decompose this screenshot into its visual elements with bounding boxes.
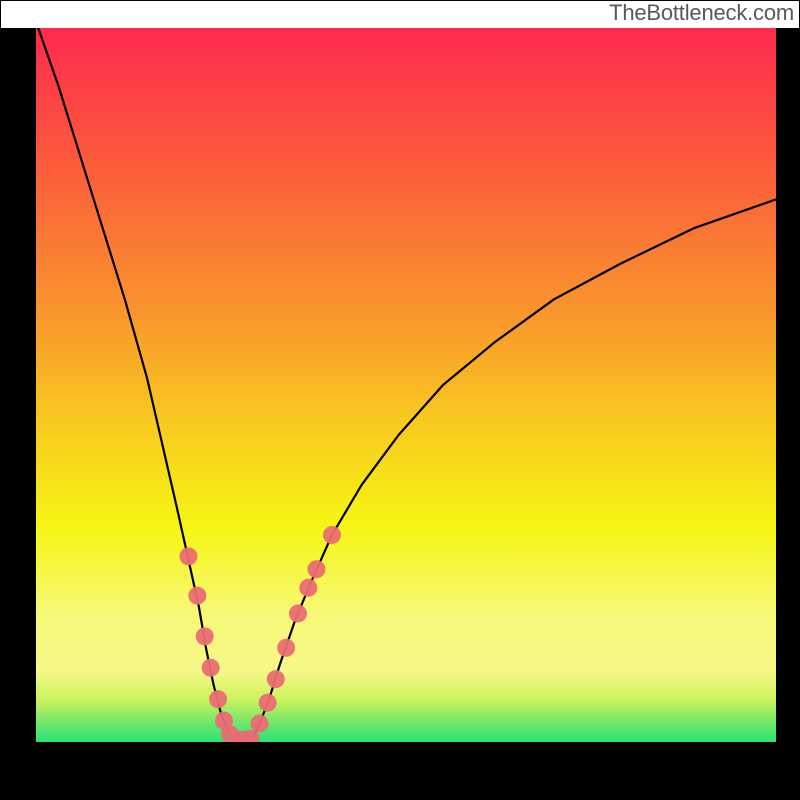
chart-svg xyxy=(0,0,800,800)
data-marker xyxy=(196,627,214,645)
watermark-text: TheBottleneck.com xyxy=(609,0,794,26)
data-marker xyxy=(307,560,325,578)
data-marker xyxy=(202,659,220,677)
data-marker xyxy=(277,639,295,657)
data-marker xyxy=(267,670,285,688)
data-marker xyxy=(299,579,317,597)
data-marker xyxy=(188,587,206,605)
data-marker xyxy=(209,690,227,708)
data-marker xyxy=(250,714,268,732)
data-marker xyxy=(259,694,277,712)
data-marker xyxy=(179,547,197,565)
bottleneck-chart: TheBottleneck.com xyxy=(0,0,800,800)
data-marker xyxy=(289,604,307,622)
data-marker xyxy=(323,526,341,544)
